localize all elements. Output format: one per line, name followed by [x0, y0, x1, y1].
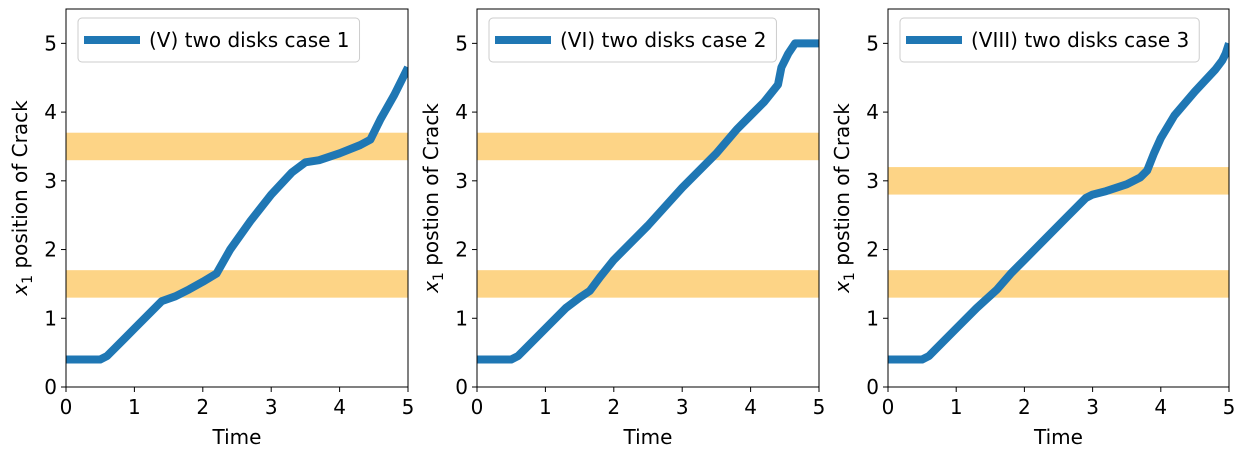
- y-axis-label-subscript: 1: [842, 272, 858, 281]
- highlight-band-2: [477, 132, 819, 161]
- x-tick-label: 5: [1223, 395, 1236, 419]
- legend: (VIII) two disks case 3: [899, 17, 1200, 63]
- y-tick-label: 4: [44, 100, 57, 124]
- y-axis-label-text: postion of Crack: [419, 103, 443, 272]
- y-axis-label-math: x: [419, 281, 443, 294]
- y-tick-label: 5: [866, 31, 879, 55]
- y-tick-label: 4: [455, 100, 468, 124]
- x-tick-label: 4: [333, 395, 346, 419]
- x-tick-label: 4: [744, 395, 757, 419]
- y-tick-label: 1: [44, 306, 57, 330]
- legend-box: [77, 17, 361, 63]
- x-tick-label: 3: [265, 395, 278, 419]
- highlight-band-2: [888, 167, 1229, 195]
- y-tick-label: 3: [866, 169, 879, 193]
- y-axis-label: x1 postion of Crack: [419, 103, 447, 294]
- series-line-1: [888, 42, 1229, 364]
- y-tick-label: 0: [866, 375, 879, 399]
- axes-frame: [887, 8, 1230, 388]
- legend-entry-label: (V) two disks case 1: [149, 28, 350, 52]
- x-tick-label: 2: [607, 395, 620, 419]
- x-tick-label: 0: [471, 395, 484, 419]
- x-tick-label: 1: [128, 395, 141, 419]
- y-axis-label-subscript: 1: [431, 272, 447, 281]
- series-line-1: [477, 39, 819, 364]
- y-tick-label: 0: [455, 375, 468, 399]
- x-axis-label: Time: [212, 425, 262, 449]
- x-tick-label: 5: [813, 395, 826, 419]
- y-tick-label: 2: [44, 238, 57, 262]
- axes-frame: [476, 8, 820, 388]
- y-axis-label-text: postion of Crack: [830, 103, 854, 272]
- highlight-band-1: [888, 270, 1229, 298]
- x-tick-label: 1: [539, 395, 552, 419]
- y-axis-label-subscript: 1: [20, 275, 36, 284]
- highlight-band-1: [66, 270, 408, 298]
- legend-box: [899, 17, 1200, 63]
- y-axis-label-math: x: [8, 284, 32, 297]
- legend: (V) two disks case 1: [77, 17, 361, 63]
- legend-entry-label: (VI) two disks case 2: [560, 28, 766, 52]
- x-tick-label: 1: [950, 395, 963, 419]
- y-tick-label: 2: [866, 238, 879, 262]
- y-tick-label: 1: [866, 306, 879, 330]
- y-tick-label: 2: [455, 238, 468, 262]
- y-axis-label: x1 position of Crack: [8, 100, 36, 297]
- x-tick-label: 0: [882, 395, 895, 419]
- y-axis-label-math: x: [830, 281, 854, 294]
- x-tick-label: 3: [676, 395, 689, 419]
- series-line-1: [66, 65, 408, 364]
- y-tick-label: 4: [866, 100, 879, 124]
- x-tick-label: 3: [1086, 395, 1099, 419]
- x-axis-label: Time: [1033, 425, 1083, 449]
- y-tick-label: 1: [455, 306, 468, 330]
- legend-box: [488, 17, 777, 63]
- axes-frame: [65, 8, 409, 388]
- x-tick-label: 2: [196, 395, 209, 419]
- y-axis-label-text: position of Crack: [8, 100, 32, 275]
- y-tick-label: 5: [44, 31, 57, 55]
- y-tick-label: 3: [44, 169, 57, 193]
- y-tick-label: 3: [455, 169, 468, 193]
- y-tick-label: 5: [455, 31, 468, 55]
- legend: (VI) two disks case 2: [488, 17, 777, 63]
- highlight-band-1: [477, 270, 819, 298]
- y-tick-label: 0: [44, 375, 57, 399]
- legend-entry-label: (VIII) two disks case 3: [971, 28, 1189, 52]
- y-axis-label: x1 postion of Crack: [830, 103, 858, 294]
- x-tick-label: 2: [1018, 395, 1031, 419]
- x-tick-label: 5: [402, 395, 415, 419]
- x-axis-label: Time: [623, 425, 673, 449]
- x-tick-label: 4: [1154, 395, 1167, 419]
- x-tick-label: 0: [60, 395, 73, 419]
